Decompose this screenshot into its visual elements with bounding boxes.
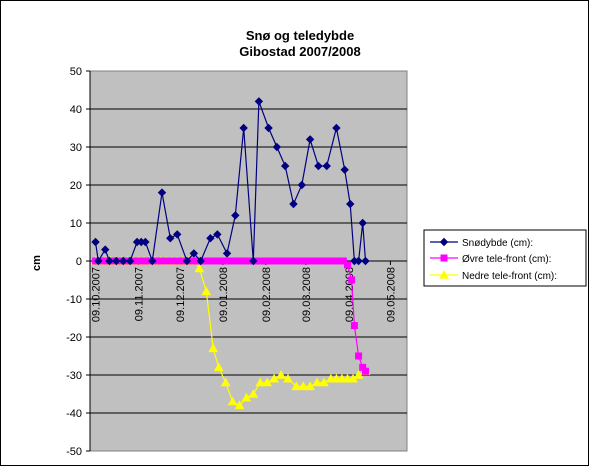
y-tick-label: -40 — [66, 408, 82, 420]
legend-label: Øvre tele-front (cm): — [462, 254, 551, 265]
x-tick-label: 09.05.2008 — [385, 267, 397, 322]
legend: Snødybde (cm): Øvre tele-front (cm): Nedre… — [423, 229, 587, 287]
data-point — [220, 377, 231, 387]
data-point — [289, 199, 298, 209]
data-point — [319, 377, 329, 387]
data-point — [291, 381, 302, 391]
data-point — [254, 97, 264, 106]
data-point — [91, 237, 100, 247]
data-point — [276, 369, 286, 379]
data-point — [312, 377, 322, 387]
data-point — [239, 123, 248, 133]
data-point — [112, 256, 121, 266]
data-point — [194, 263, 205, 273]
data-point — [157, 188, 167, 197]
data-point — [269, 373, 279, 383]
data-point — [272, 142, 282, 152]
data-point — [206, 233, 215, 243]
data-point — [166, 233, 175, 243]
data-point — [340, 165, 349, 175]
data-point — [173, 230, 182, 239]
legend-label: Snødybde (cm): — [462, 238, 533, 249]
data-point — [354, 256, 363, 266]
y-tick-label: 30 — [70, 142, 82, 154]
data-point — [322, 161, 331, 171]
legend-swatch-marker — [440, 254, 448, 262]
data-point — [119, 256, 128, 266]
y-tick-label: -50 — [66, 446, 82, 458]
y-tick-label: 40 — [70, 104, 82, 116]
data-point — [227, 396, 238, 406]
data-point — [280, 161, 290, 171]
data-point — [201, 286, 212, 296]
x-tick-label: 09.03.2008 — [301, 267, 313, 322]
data-point — [283, 373, 293, 383]
legend-entry: Nedre tele-front (cm): — [430, 269, 557, 282]
data-point — [305, 381, 315, 391]
data-point — [94, 256, 103, 266]
data-point — [343, 261, 351, 269]
y-tick-label: 0 — [76, 256, 82, 268]
data-point — [348, 276, 356, 284]
data-point — [248, 388, 259, 398]
y-tick-label: 10 — [70, 218, 82, 230]
data-point — [298, 381, 309, 391]
y-axis: -50 -40 -30 -20 -10 0 10 20 30 40 50 — [66, 66, 91, 458]
data-point — [141, 237, 150, 247]
data-point — [213, 230, 222, 239]
legend-entry: Øvre tele-front (cm): — [430, 254, 551, 265]
x-tick-label: 09.11.2007 — [133, 267, 145, 321]
data-point — [297, 180, 307, 190]
x-tick-label: 09.02.2008 — [261, 267, 273, 322]
data-point — [361, 256, 370, 266]
data-point — [101, 245, 110, 254]
chart-title: Snø og teledybde — [246, 28, 354, 43]
data-point — [189, 249, 199, 258]
data-point — [148, 256, 157, 266]
y-tick-label: -30 — [66, 370, 82, 382]
data-point — [358, 218, 367, 228]
series-layer — [90, 97, 371, 410]
data-point — [361, 367, 369, 375]
y-axis-label: cm — [31, 255, 43, 271]
data-point — [125, 256, 135, 266]
x-tick-label: 09.12.2007 — [175, 267, 187, 322]
data-point — [346, 199, 355, 209]
chart-subtitle: Gibostad 2007/2008 — [239, 44, 360, 59]
legend-swatch-marker — [439, 269, 449, 279]
data-point — [196, 256, 205, 266]
data-point — [234, 400, 245, 410]
data-point — [213, 362, 224, 372]
data-point — [241, 392, 252, 402]
data-point — [182, 256, 192, 266]
data-point — [305, 135, 315, 144]
y-tick-label: 50 — [70, 66, 82, 78]
y-tick-label: -10 — [66, 294, 82, 306]
series-1 — [91, 97, 370, 266]
data-point — [262, 377, 273, 387]
data-point — [353, 369, 364, 379]
data-point — [255, 377, 266, 387]
x-tick-label: 09.10.2007 — [91, 267, 103, 322]
data-point — [339, 257, 347, 265]
y-tick-label: 20 — [70, 180, 82, 192]
legend-label: Nedre tele-front (cm): — [462, 271, 557, 282]
data-point — [332, 123, 341, 133]
data-point — [249, 256, 258, 266]
data-point — [105, 256, 114, 266]
data-point — [314, 161, 323, 171]
data-point — [231, 211, 240, 220]
legend-swatch-marker — [439, 237, 449, 247]
data-point — [350, 322, 358, 330]
x-tick-label: 09.01.2008 — [218, 267, 230, 322]
data-point — [355, 352, 363, 360]
legend-entry: Snødybde (cm): — [430, 237, 533, 249]
data-point — [264, 123, 273, 133]
data-point — [208, 343, 219, 353]
y-tick-label: -20 — [66, 332, 82, 344]
data-point — [222, 249, 232, 258]
